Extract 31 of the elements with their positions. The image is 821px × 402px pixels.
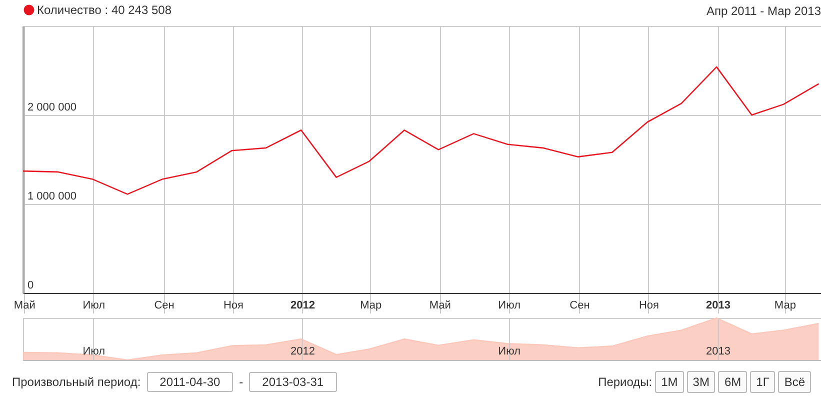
x-tick-label: Мар <box>774 300 796 312</box>
period-button: 3М <box>686 371 716 393</box>
date-field: 2013-03-31 <box>249 372 337 392</box>
x-tick-label: 2012 <box>290 300 315 312</box>
text: Произвольный период: <box>12 375 141 389</box>
y-tick-label: 1 000 000 <box>28 190 76 202</box>
text: - <box>239 375 244 389</box>
x-tick-label: 2012 <box>290 346 315 358</box>
x-tick-label: 2013 <box>706 300 730 312</box>
x-tick-label: Ноя <box>638 300 660 312</box>
x-tick-label: Май <box>14 300 36 312</box>
x-tick-label: Сен <box>570 300 590 312</box>
x-tick-label: Июл <box>82 346 106 358</box>
x-tick-label: Сен <box>154 300 174 312</box>
x-tick-label: Июл <box>498 300 521 312</box>
legend-label: Количество : 40 243 508 <box>37 3 172 17</box>
text: Периоды: <box>598 375 652 389</box>
period-button: 6М <box>718 371 748 393</box>
x-tick-label: Июл <box>498 346 521 358</box>
x-tick-label: Май <box>429 300 451 312</box>
y-tick-label: 0 <box>28 280 34 292</box>
period-button: 1М <box>655 371 684 393</box>
period-button: 1Г <box>750 371 776 393</box>
x-tick-label: Ноя <box>223 300 244 312</box>
x-tick-label: Мар <box>360 300 382 312</box>
x-tick-label: Июл <box>82 300 106 312</box>
period-button: Всё <box>778 371 811 393</box>
x-tick-label: 2013 <box>706 346 730 358</box>
date-field: 2011-04-30 <box>146 372 234 392</box>
chart-title: Апр 2011 - Мар 2013 <box>706 4 821 18</box>
y-tick-label: 2 000 000 <box>28 102 76 114</box>
